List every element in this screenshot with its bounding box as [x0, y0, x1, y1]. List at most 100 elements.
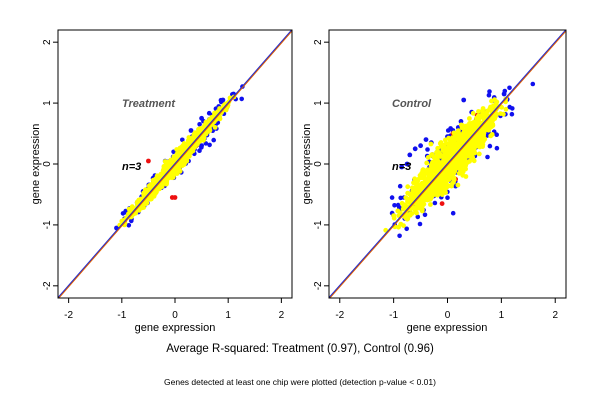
control-point-yellow [474, 142, 480, 147]
control-point-yellow [440, 153, 446, 159]
treatment-y-tick-label: -2 [42, 281, 53, 290]
control-point-yellow [391, 213, 397, 219]
control-point-yellow [488, 133, 494, 139]
control-point-yellow [452, 134, 458, 140]
treatment-x-axis-title: gene expression [135, 322, 216, 334]
control-point-yellow [434, 153, 440, 159]
treatment-point-yellow [141, 205, 147, 210]
control-point-blue [425, 147, 430, 152]
control-point-yellow [442, 175, 447, 181]
treatment-x-tick-label: 1 [225, 310, 231, 321]
control-point-blue [398, 195, 404, 201]
control-point-yellow [463, 174, 469, 179]
control-point-yellow [460, 169, 466, 175]
treatment-point-blue [197, 122, 202, 127]
control-x-tick-label: 1 [499, 310, 505, 321]
control-point-yellow [396, 224, 401, 230]
control-point-yellow [428, 141, 434, 147]
control-point-yellow [407, 212, 413, 218]
control-point-yellow [424, 160, 430, 166]
treatment-point-yellow [192, 133, 197, 139]
control-y-tick-label: 0 [313, 161, 324, 167]
control-point-yellow [480, 131, 486, 137]
control-point-yellow [476, 151, 482, 157]
control-point-yellow [458, 139, 464, 145]
control-point-yellow [424, 195, 430, 201]
control-point-yellow [457, 161, 462, 166]
control-point-blue [507, 104, 512, 110]
treatment-point-blue [188, 128, 194, 133]
control-point-yellow [480, 136, 485, 142]
control-point-yellow [413, 187, 418, 193]
control-point-yellow [455, 182, 461, 188]
control-point-yellow [431, 185, 437, 191]
treatment-point-yellow [177, 167, 183, 173]
control-point-yellow [441, 142, 447, 148]
treatment-point-blue [239, 96, 244, 102]
control-point-yellow [432, 192, 438, 197]
control-point-yellow [405, 184, 411, 190]
control-point-blue [494, 145, 500, 151]
treatment-x-tick-label: 0 [172, 310, 178, 321]
control-point-yellow [442, 183, 448, 189]
control-point-blue [392, 203, 397, 208]
treatment-plot-frame [57, 29, 293, 299]
control-point-yellow [468, 143, 474, 149]
treatment-point-yellow [212, 125, 218, 130]
treatment-y-tick-label: 0 [42, 161, 53, 167]
treatment-point-yellow [189, 136, 195, 142]
control-point-yellow [489, 120, 494, 126]
treatment-point-yellow [162, 178, 168, 184]
control-point-blue [507, 85, 512, 91]
control-point-yellow [408, 195, 413, 201]
control-point-yellow [417, 202, 422, 208]
control-point-blue [395, 202, 401, 208]
control-point-yellow [419, 170, 425, 176]
treatment-y-tick-label: 2 [42, 39, 53, 45]
treatment-fit-line [58, 30, 292, 298]
control-panel: -2 -1 0 1 2 -2 -1 0 1 2 gene expression gene exp… [301, 29, 567, 334]
control-panel-label: Control [392, 98, 432, 110]
control-diagonal-line [329, 30, 566, 298]
control-point-yellow [469, 139, 475, 145]
treatment-point-yellow [207, 128, 213, 134]
treatment-y-tick-label: 1 [42, 100, 53, 106]
treatment-point-yellow [186, 140, 191, 145]
control-point-blue [487, 143, 493, 149]
treatment-point-blue [207, 142, 212, 148]
control-point-yellow [436, 150, 442, 155]
control-point-yellow [498, 111, 503, 116]
control-point-blue [445, 195, 450, 200]
treatment-point-yellow [169, 175, 175, 181]
control-point-blue [432, 200, 438, 206]
control-point-blue [404, 226, 410, 232]
control-point-yellow [417, 182, 423, 188]
control-point-yellow [425, 155, 431, 160]
control-point-yellow [429, 174, 435, 180]
control-point-yellow [407, 191, 413, 197]
control-point-blue [415, 214, 421, 220]
treatment-point-blue [199, 115, 205, 121]
treatment-diagonal-line [58, 30, 292, 298]
control-point-yellow [451, 130, 457, 136]
treatment-point-yellow [126, 206, 132, 212]
control-x-tick-label: 2 [552, 310, 558, 321]
control-point-red [439, 201, 445, 207]
treatment-point-yellow [183, 144, 188, 149]
control-point-yellow [461, 129, 467, 135]
treatment-panel: -2 -1 0 1 2 -2 -1 0 1 2 gene expression gene exp… [30, 29, 293, 334]
control-plot-area [329, 30, 566, 298]
control-x-axis-title: gene expression [407, 322, 488, 334]
detection-caption: Genes detected at least one chip were pl… [164, 377, 436, 387]
control-point-yellow [411, 180, 416, 186]
treatment-point-yellow [159, 172, 165, 178]
control-point-yellow [436, 177, 442, 182]
control-point-yellow [464, 153, 469, 159]
control-n-label: n=3 [392, 161, 411, 173]
control-point-yellow [476, 109, 481, 114]
control-point-yellow [422, 183, 428, 189]
control-point-yellow [454, 145, 460, 151]
treatment-y-tick-label: -1 [42, 220, 53, 229]
treatment-point-yellow [184, 158, 190, 164]
